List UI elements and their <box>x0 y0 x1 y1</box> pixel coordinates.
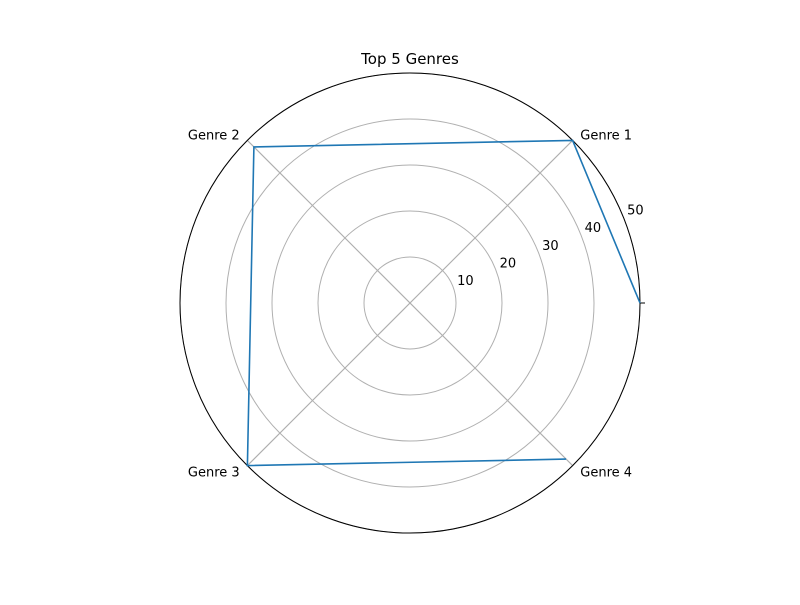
chart-title: Top 5 Genres <box>360 50 459 68</box>
category-label: Genre 2 <box>188 129 240 144</box>
radial-gridline <box>317 210 503 396</box>
category-label: Genre 1 <box>580 129 632 144</box>
angular-gridline <box>247 140 573 466</box>
radial-tick-label: 30 <box>542 239 559 254</box>
radial-tick-label: 20 <box>500 256 517 271</box>
radial-tick-label: 40 <box>585 221 602 236</box>
category-label: Genre 4 <box>580 465 632 480</box>
radial-gridline <box>363 256 457 350</box>
series-line <box>246 139 641 467</box>
radial-gridline <box>271 164 549 442</box>
radial-tick-label: 50 <box>627 204 644 219</box>
radial-gridline <box>225 118 595 488</box>
radial-tick-label: 10 <box>457 274 474 289</box>
category-label: Genre 3 <box>188 465 240 480</box>
